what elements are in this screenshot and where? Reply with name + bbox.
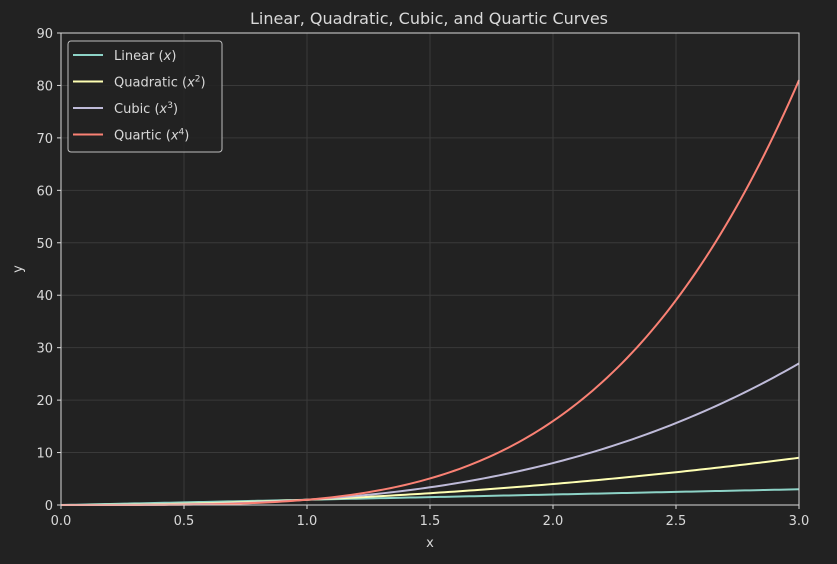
x-tick-label: 3.0: [789, 514, 810, 529]
y-axis-ticks: 0 10 20 30 40 50 60 70 80 90: [36, 27, 61, 514]
legend: Linear (x) Quadratic (x2) Cubic (x3) Quarti…: [67, 40, 223, 153]
x-tick-label: 1.0: [297, 514, 318, 529]
x-tick-label: 2.0: [543, 514, 564, 529]
x-tick-label: 0.0: [51, 514, 72, 529]
y-tick-label: 50: [36, 237, 53, 252]
x-axis-ticks: 0.0 0.5 1.0 1.5 2.0 2.5 3.0: [51, 505, 810, 529]
y-tick-label: 70: [36, 132, 53, 147]
legend-label-2: Cubic (x3): [114, 101, 178, 117]
y-tick-label: 20: [36, 394, 53, 409]
series-line-0: [60, 488, 800, 506]
chart-title: Linear, Quadratic, Cubic, and Quartic Cu…: [250, 9, 608, 28]
legend-label-0: Linear (x): [114, 49, 176, 64]
legend-label-3: Quartic (x4): [114, 128, 189, 144]
y-tick-label: 60: [36, 184, 53, 199]
legend-box: [67, 40, 223, 153]
y-tick-label: 30: [36, 342, 53, 357]
y-tick-label: 80: [36, 79, 53, 94]
legend-label-1: Quadratic (x2): [114, 75, 206, 91]
y-tick-label: 90: [36, 27, 53, 42]
x-axis-label: x: [426, 536, 434, 551]
y-tick-label: 40: [36, 289, 53, 304]
x-tick-label: 2.5: [666, 514, 687, 529]
y-tick-label: 0: [45, 499, 53, 514]
x-tick-label: 0.5: [174, 514, 195, 529]
y-axis-label: y: [11, 265, 26, 273]
y-tick-label: 10: [36, 447, 53, 462]
x-tick-label: 1.5: [420, 514, 441, 529]
